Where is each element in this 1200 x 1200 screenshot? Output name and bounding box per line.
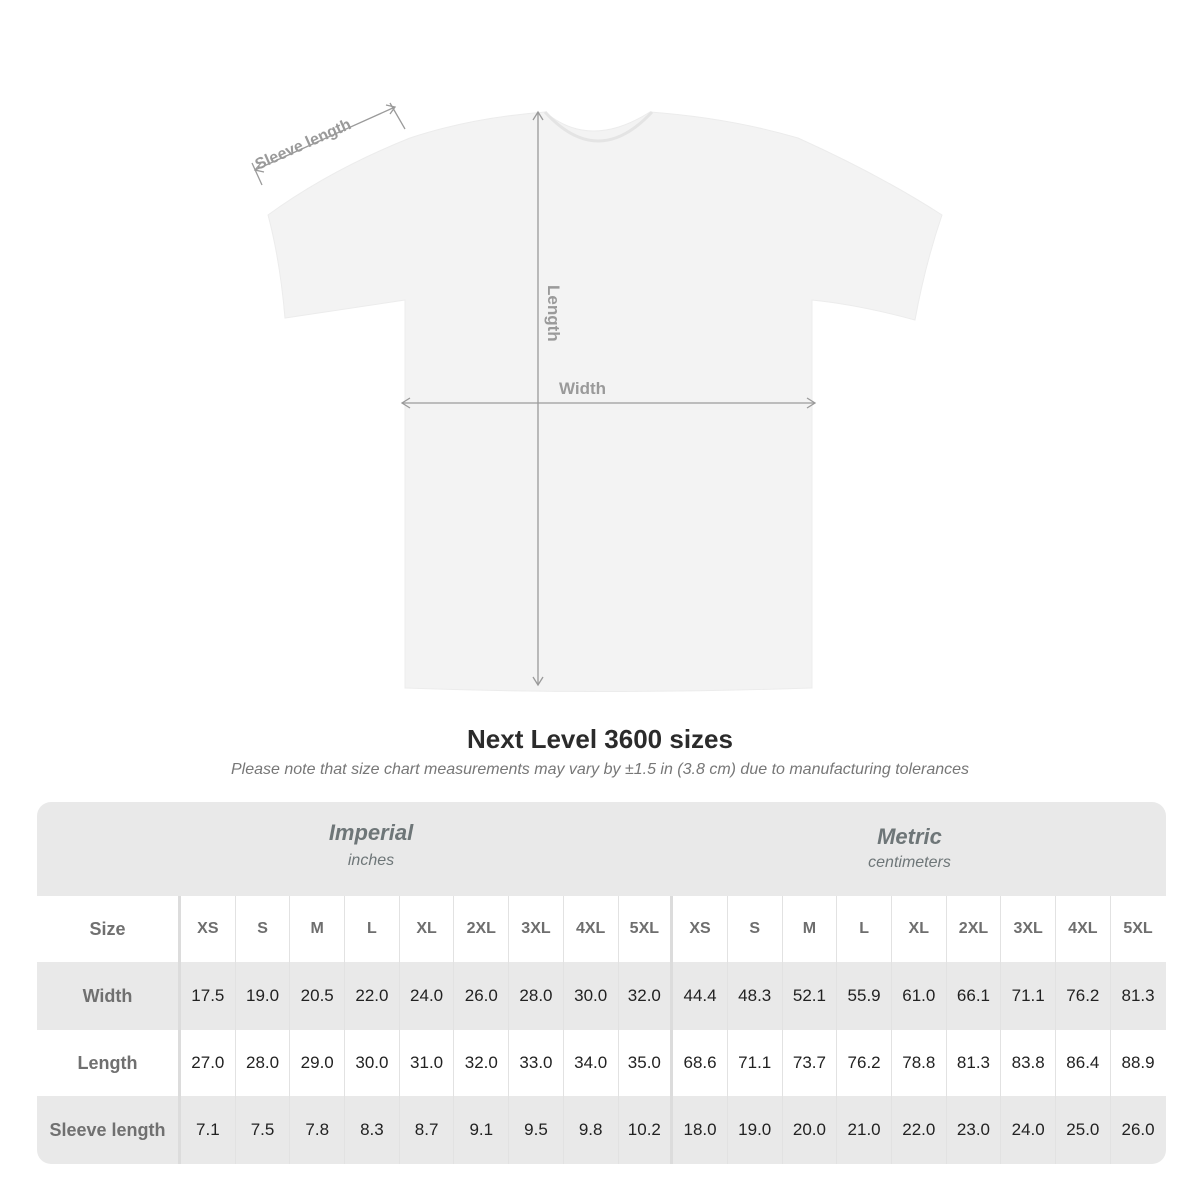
value-cell: 88.9 <box>1121 1053 1155 1072</box>
value-cell: 21.0 <box>837 1096 892 1164</box>
imperial-title: Imperial <box>328 820 414 845</box>
row-label: Size <box>37 896 181 962</box>
value-cell: 68.6 <box>673 1030 728 1096</box>
value-cell: 17.5 <box>181 962 236 1030</box>
size-header-cell: M <box>290 896 346 962</box>
size-header-cell: XS <box>181 896 236 962</box>
value-cell: 8.7 <box>400 1096 455 1164</box>
value-cell: 22.0 <box>345 962 400 1030</box>
size-header-cell: 2XL <box>454 896 510 962</box>
size-header-cell: S <box>728 896 783 962</box>
value-cell: 35.0 <box>619 1030 674 1096</box>
value-cell: 25.0 <box>1056 1096 1111 1164</box>
value-cell: 27.0 <box>181 1030 236 1096</box>
value-cell: 22.0 <box>892 1096 947 1164</box>
value-cell: 24.0 <box>1001 1096 1056 1164</box>
value-cell: 19.0 <box>236 962 291 1030</box>
size-header-cell: 3XL <box>1001 896 1056 962</box>
value-cell: 9.8 <box>564 1096 619 1164</box>
value-cell: 61.0 <box>892 962 947 1030</box>
row-label: Sleeve length <box>37 1096 181 1164</box>
value-cell: 78.8 <box>892 1030 947 1096</box>
width-label: Width <box>559 379 606 398</box>
value-cell: 7.8 <box>290 1096 346 1164</box>
table-row: Length 27.0 28.0 29.0 30.0 31.0 32.0 33.0 34.0 35… <box>37 1030 1166 1096</box>
tshirt-diagram: Sleeve length Length Width <box>251 102 943 692</box>
value-cell: 71.1 <box>728 1030 783 1096</box>
value-cell: 76.2 <box>837 1030 892 1096</box>
value-cell: 20.0 <box>783 1096 838 1164</box>
size-header-cell: L <box>837 896 892 962</box>
sleeve-length-label: Sleeve length <box>253 116 354 173</box>
value-cell: 30.0 <box>345 1030 400 1096</box>
value-cell: 52.1 <box>783 962 838 1030</box>
value-cell: 20.5 <box>290 962 346 1030</box>
value-cell: 32.0 <box>619 962 674 1030</box>
value-cell: 48.3 <box>728 962 783 1030</box>
value-cell: 8.3 <box>345 1096 400 1164</box>
size-header-cell: 4XL <box>564 896 619 962</box>
page-title: Next Level 3600 sizes <box>467 724 733 754</box>
size-table: Imperial inches Metric centimeters Size X… <box>37 802 1166 1164</box>
value-cell: 10.2 <box>619 1096 674 1164</box>
size-header-cell: 5XL <box>1123 920 1153 937</box>
table-row: Sleeve length 7.1 7.5 7.8 8.3 8.7 9.1 9.5 9.8 10.… <box>37 1096 1166 1164</box>
value-cell: 26.0 <box>454 962 510 1030</box>
value-cell: 86.4 <box>1056 1030 1111 1096</box>
row-label: Width <box>37 962 181 1030</box>
table-header: Imperial inches Metric centimeters <box>37 802 1166 896</box>
value-cell: 19.0 <box>728 1096 783 1164</box>
size-header-cell: XS <box>673 896 728 962</box>
imperial-unit: inches <box>347 852 395 869</box>
value-cell: 44.4 <box>673 962 728 1030</box>
size-header-cell: 4XL <box>1056 896 1111 962</box>
metric-header: Metric centimeters <box>673 824 1146 872</box>
table-row: Width 17.5 19.0 20.5 22.0 24.0 26.0 28.0 30.0 32.… <box>37 962 1166 1030</box>
value-cell: 29.0 <box>290 1030 346 1096</box>
value-cell: 23.0 <box>947 1096 1002 1164</box>
size-header-cell: 3XL <box>509 896 564 962</box>
metric-unit: centimeters <box>868 854 951 871</box>
value-cell: 28.0 <box>236 1030 291 1096</box>
value-cell: 24.0 <box>400 962 455 1030</box>
row-label: Length <box>37 1030 181 1096</box>
value-cell: 83.8 <box>1001 1030 1056 1096</box>
value-cell: 18.0 <box>673 1096 728 1164</box>
value-cell: 7.5 <box>236 1096 291 1164</box>
size-header-cell: 5XL <box>619 896 674 962</box>
size-header-cell: XL <box>400 896 455 962</box>
value-cell: 34.0 <box>564 1030 619 1096</box>
value-cell: 32.0 <box>454 1030 510 1096</box>
value-cell: 7.1 <box>181 1096 236 1164</box>
value-cell: 26.0 <box>1121 1120 1155 1139</box>
value-cell: 81.3 <box>1121 986 1155 1005</box>
value-cell: 66.1 <box>947 962 1002 1030</box>
size-row: Size XS S M L XL 2XL 3XL 4XL 5XL XS S M L XL 2XL 3XL 4XL 5… <box>37 896 1166 962</box>
size-header-cell: S <box>236 896 291 962</box>
value-cell: 9.5 <box>509 1096 564 1164</box>
value-cell: 55.9 <box>837 962 892 1030</box>
value-cell: 30.0 <box>564 962 619 1030</box>
tolerance-note: Please note that size chart measurements… <box>230 761 970 778</box>
size-header-cell: 2XL <box>947 896 1002 962</box>
value-cell: 28.0 <box>509 962 564 1030</box>
size-header-cell: L <box>345 896 400 962</box>
value-cell: 71.1 <box>1001 962 1056 1030</box>
tshirt-shape <box>267 111 943 692</box>
size-header-cell: M <box>783 896 838 962</box>
length-label: Length <box>544 285 563 342</box>
value-cell: 73.7 <box>783 1030 838 1096</box>
value-cell: 81.3 <box>947 1030 1002 1096</box>
value-cell: 76.2 <box>1056 962 1111 1030</box>
metric-title: Metric <box>877 824 942 849</box>
value-cell: 31.0 <box>400 1030 455 1096</box>
value-cell: 33.0 <box>509 1030 564 1096</box>
size-header-cell: XL <box>892 896 947 962</box>
imperial-header: Imperial inches <box>181 820 561 870</box>
value-cell: 9.1 <box>454 1096 510 1164</box>
